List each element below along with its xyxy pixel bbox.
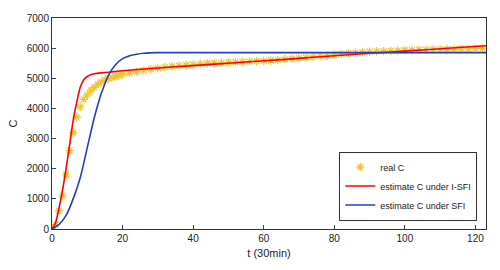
svg-text:1000: 1000 <box>27 193 50 204</box>
svg-text:80: 80 <box>329 233 341 244</box>
svg-text:100: 100 <box>397 233 414 244</box>
svg-text:0: 0 <box>43 224 49 235</box>
svg-text:7000: 7000 <box>27 13 50 24</box>
svg-text:4000: 4000 <box>27 103 50 114</box>
svg-text:estimate C under I-SFI: estimate C under I-SFI <box>380 182 471 192</box>
svg-text:estimate C under SFI: estimate C under SFI <box>380 201 465 211</box>
svg-text:6000: 6000 <box>27 43 50 54</box>
svg-text:0: 0 <box>49 233 55 244</box>
svg-text:40: 40 <box>188 233 200 244</box>
svg-text:2000: 2000 <box>27 163 50 174</box>
svg-text:60: 60 <box>258 233 270 244</box>
svg-text:real C: real C <box>380 163 405 173</box>
svg-text:3000: 3000 <box>27 133 50 144</box>
svg-text:t (30min): t (30min) <box>247 247 290 259</box>
svg-text:5000: 5000 <box>27 73 50 84</box>
svg-text:120: 120 <box>467 233 484 244</box>
svg-text:20: 20 <box>117 233 129 244</box>
svg-text:C: C <box>7 119 19 127</box>
